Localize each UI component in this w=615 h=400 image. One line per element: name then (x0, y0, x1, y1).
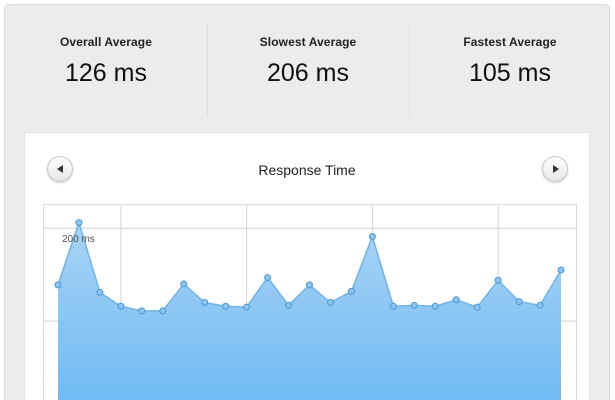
data-point-24[interactable] (557, 266, 565, 274)
data-point-6[interactable] (180, 280, 188, 288)
stat-label: Fastest Average (463, 35, 557, 49)
stat-value: 105 ms (469, 59, 551, 87)
data-point-12[interactable] (306, 281, 313, 289)
data-point-21[interactable] (494, 276, 502, 284)
stat-fastest-average: Fastest Average 105 ms (409, 5, 609, 129)
data-point-10[interactable] (264, 273, 272, 281)
data-point-7[interactable] (201, 299, 209, 307)
data-point-19[interactable] (452, 296, 460, 304)
data-point-4[interactable] (138, 307, 146, 315)
response-time-widget: Overall Average 126 ms Slowest Average 2… (4, 4, 610, 400)
chart-title: Response Time (258, 162, 356, 178)
chart-card: Response Time 200 ms (24, 132, 590, 400)
data-point-20[interactable] (473, 303, 481, 311)
stat-label: Slowest Average (259, 35, 357, 49)
data-point-22[interactable] (515, 298, 523, 306)
previous-button[interactable] (47, 156, 73, 182)
response-time-plot: 200 ms (43, 204, 577, 400)
data-point-1[interactable] (75, 219, 83, 227)
data-point-14[interactable] (347, 287, 355, 295)
chevron-right-icon (552, 165, 559, 173)
stat-value: 206 ms (267, 59, 349, 87)
chevron-left-icon (56, 165, 63, 173)
data-point-11[interactable] (285, 301, 293, 309)
response-time-chart: 200 ms (44, 205, 576, 400)
data-point-23[interactable] (536, 301, 544, 309)
response-time-area (58, 222, 561, 400)
data-point-17[interactable] (410, 301, 418, 309)
data-point-13[interactable] (326, 299, 334, 307)
stat-overall-average: Overall Average 126 ms (5, 5, 207, 129)
data-point-18[interactable] (431, 302, 439, 310)
data-point-15[interactable] (368, 233, 376, 241)
data-point-8[interactable] (222, 302, 230, 310)
data-point-16[interactable] (389, 302, 397, 310)
data-point-9[interactable] (243, 303, 251, 311)
stat-value: 126 ms (65, 59, 147, 87)
stats-row: Overall Average 126 ms Slowest Average 2… (5, 5, 609, 129)
y-tick-label: 200 ms (62, 234, 95, 245)
data-point-3[interactable] (117, 302, 125, 310)
stat-slowest-average: Slowest Average 206 ms (207, 5, 409, 129)
data-point-5[interactable] (159, 307, 167, 315)
stat-label: Overall Average (60, 35, 152, 49)
data-point-0[interactable] (54, 281, 62, 289)
next-button[interactable] (542, 156, 568, 182)
data-point-2[interactable] (96, 288, 104, 296)
